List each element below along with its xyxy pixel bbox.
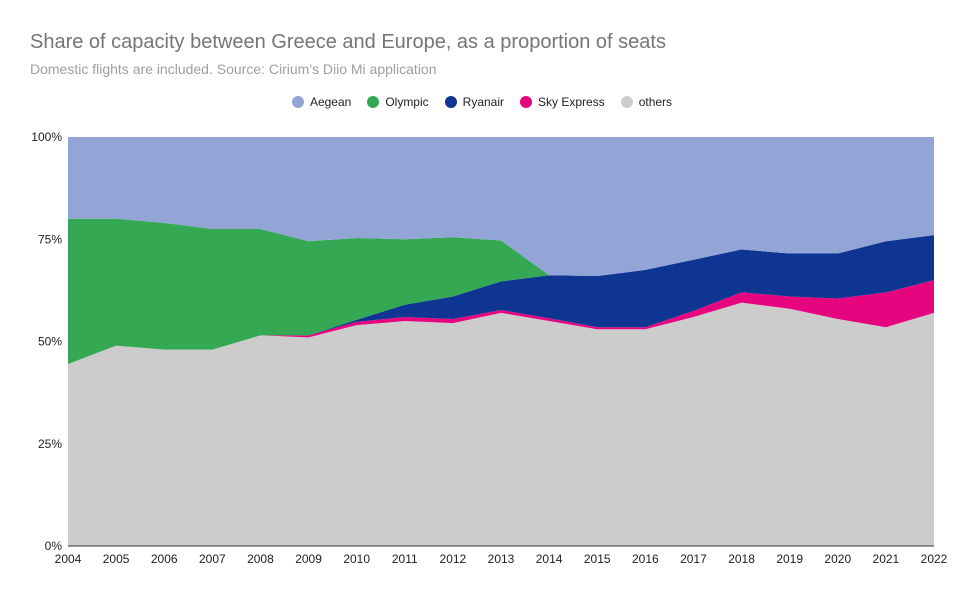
chart-legend: Aegean Olympic Ryanair Sky Express others [0, 95, 964, 109]
legend-item-others: others [620, 95, 673, 109]
x-tick-label: 2019 [776, 552, 803, 566]
area-series-olympic [68, 218, 934, 364]
area-series-others [68, 302, 934, 546]
y-tick-label: 75% [38, 232, 62, 246]
x-tick-label: 2018 [728, 552, 755, 566]
legend-item-olympic: Olympic [367, 95, 429, 109]
legend-swatch [520, 96, 533, 108]
chart-subtitle: Domestic flights are included. Source: C… [30, 61, 437, 77]
area-series-ryanair [68, 235, 934, 364]
area-series-aegean [68, 137, 934, 277]
legend-label: others [638, 95, 673, 109]
y-tick-label: 0% [45, 539, 63, 553]
x-tick-label: 2015 [584, 552, 611, 566]
y-tick-label: 50% [38, 335, 62, 349]
x-tick-label: 2020 [824, 552, 851, 566]
y-tick-label: 25% [38, 437, 62, 451]
chart-title: Share of capacity between Greece and Eur… [30, 31, 666, 53]
x-tick-label: 2022 [921, 552, 948, 566]
x-tick-label: 2012 [440, 552, 467, 566]
x-tick-label: 2016 [632, 552, 659, 566]
legend-label: Sky Express [538, 95, 605, 109]
legend-item-aegean: Aegean [291, 95, 352, 109]
x-tick-label: 2004 [55, 552, 82, 566]
x-tick-label: 2007 [199, 552, 226, 566]
x-tick-label: 2006 [151, 552, 178, 566]
legend-swatch [620, 96, 633, 108]
x-tick-label: 2021 [873, 552, 900, 566]
legend-label: Ryanair [462, 95, 505, 109]
x-tick-label: 2011 [392, 552, 418, 566]
legend-swatch [444, 96, 457, 108]
legend-label: Aegean [309, 95, 352, 109]
legend-swatch [367, 96, 380, 108]
legend-item-sky-express: Sky Express [520, 95, 605, 109]
legend-swatch [291, 96, 304, 108]
x-tick-label: 2009 [295, 552, 322, 566]
x-tick-label: 2008 [247, 552, 274, 566]
x-tick-label: 2014 [536, 552, 563, 566]
y-tick-label: 100% [31, 130, 62, 144]
x-tick-label: 2010 [343, 552, 370, 566]
legend-item-ryanair: Ryanair [444, 95, 505, 109]
legend-label: Olympic [385, 95, 429, 109]
x-tick-label: 2013 [488, 552, 515, 566]
x-tick-label: 2005 [103, 552, 130, 566]
x-tick-label: 2017 [680, 552, 707, 566]
